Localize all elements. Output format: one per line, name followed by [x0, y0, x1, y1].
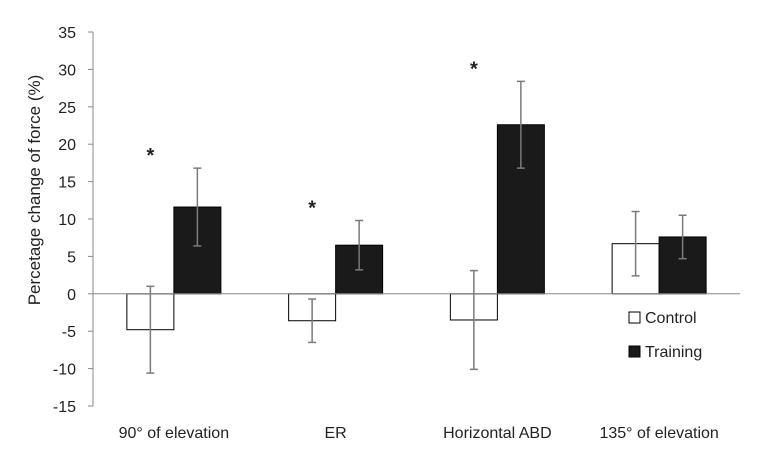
y-tick-label: 10: [58, 212, 76, 229]
y-tick-label: 25: [58, 100, 76, 117]
bars: [126, 124, 707, 331]
y-tick-label: 35: [58, 25, 76, 42]
y-tick-label: 30: [58, 62, 76, 79]
x-axis-category-labels: 90° of elevation ER Horizontal ABD 135° of …: [119, 425, 719, 442]
significance-star: *: [308, 197, 316, 219]
significance-star: *: [470, 58, 478, 80]
y-tick-label: -10: [53, 362, 76, 379]
significance-star: *: [146, 145, 154, 167]
legend: Control Training: [628, 310, 702, 361]
x-category-label: Horizontal ABD: [443, 425, 552, 442]
y-tick-label: -5: [62, 324, 76, 341]
x-category-label: ER: [325, 425, 347, 442]
x-category-label: 135° of elevation: [599, 425, 718, 442]
legend-swatch-training: [628, 345, 641, 358]
y-axis-ticks: 35 30 25 20 15 10 5 0 -5 -10 -15: [53, 25, 93, 416]
y-tick-label: 0: [67, 287, 76, 304]
x-category-label: 90° of elevation: [119, 425, 229, 442]
y-tick-label: 15: [58, 175, 76, 192]
legend-label: Control: [645, 310, 697, 327]
y-tick-label: 20: [58, 137, 76, 154]
legend-label: Training: [645, 344, 702, 361]
error-bars: [146, 80, 687, 374]
legend-swatch-control: [628, 311, 641, 324]
y-tick-label: 5: [67, 249, 76, 266]
significance-annotations: * * *: [146, 58, 478, 219]
y-tick-label: -15: [53, 399, 76, 416]
y-axis-title: Percetage change of force (%): [25, 75, 44, 306]
